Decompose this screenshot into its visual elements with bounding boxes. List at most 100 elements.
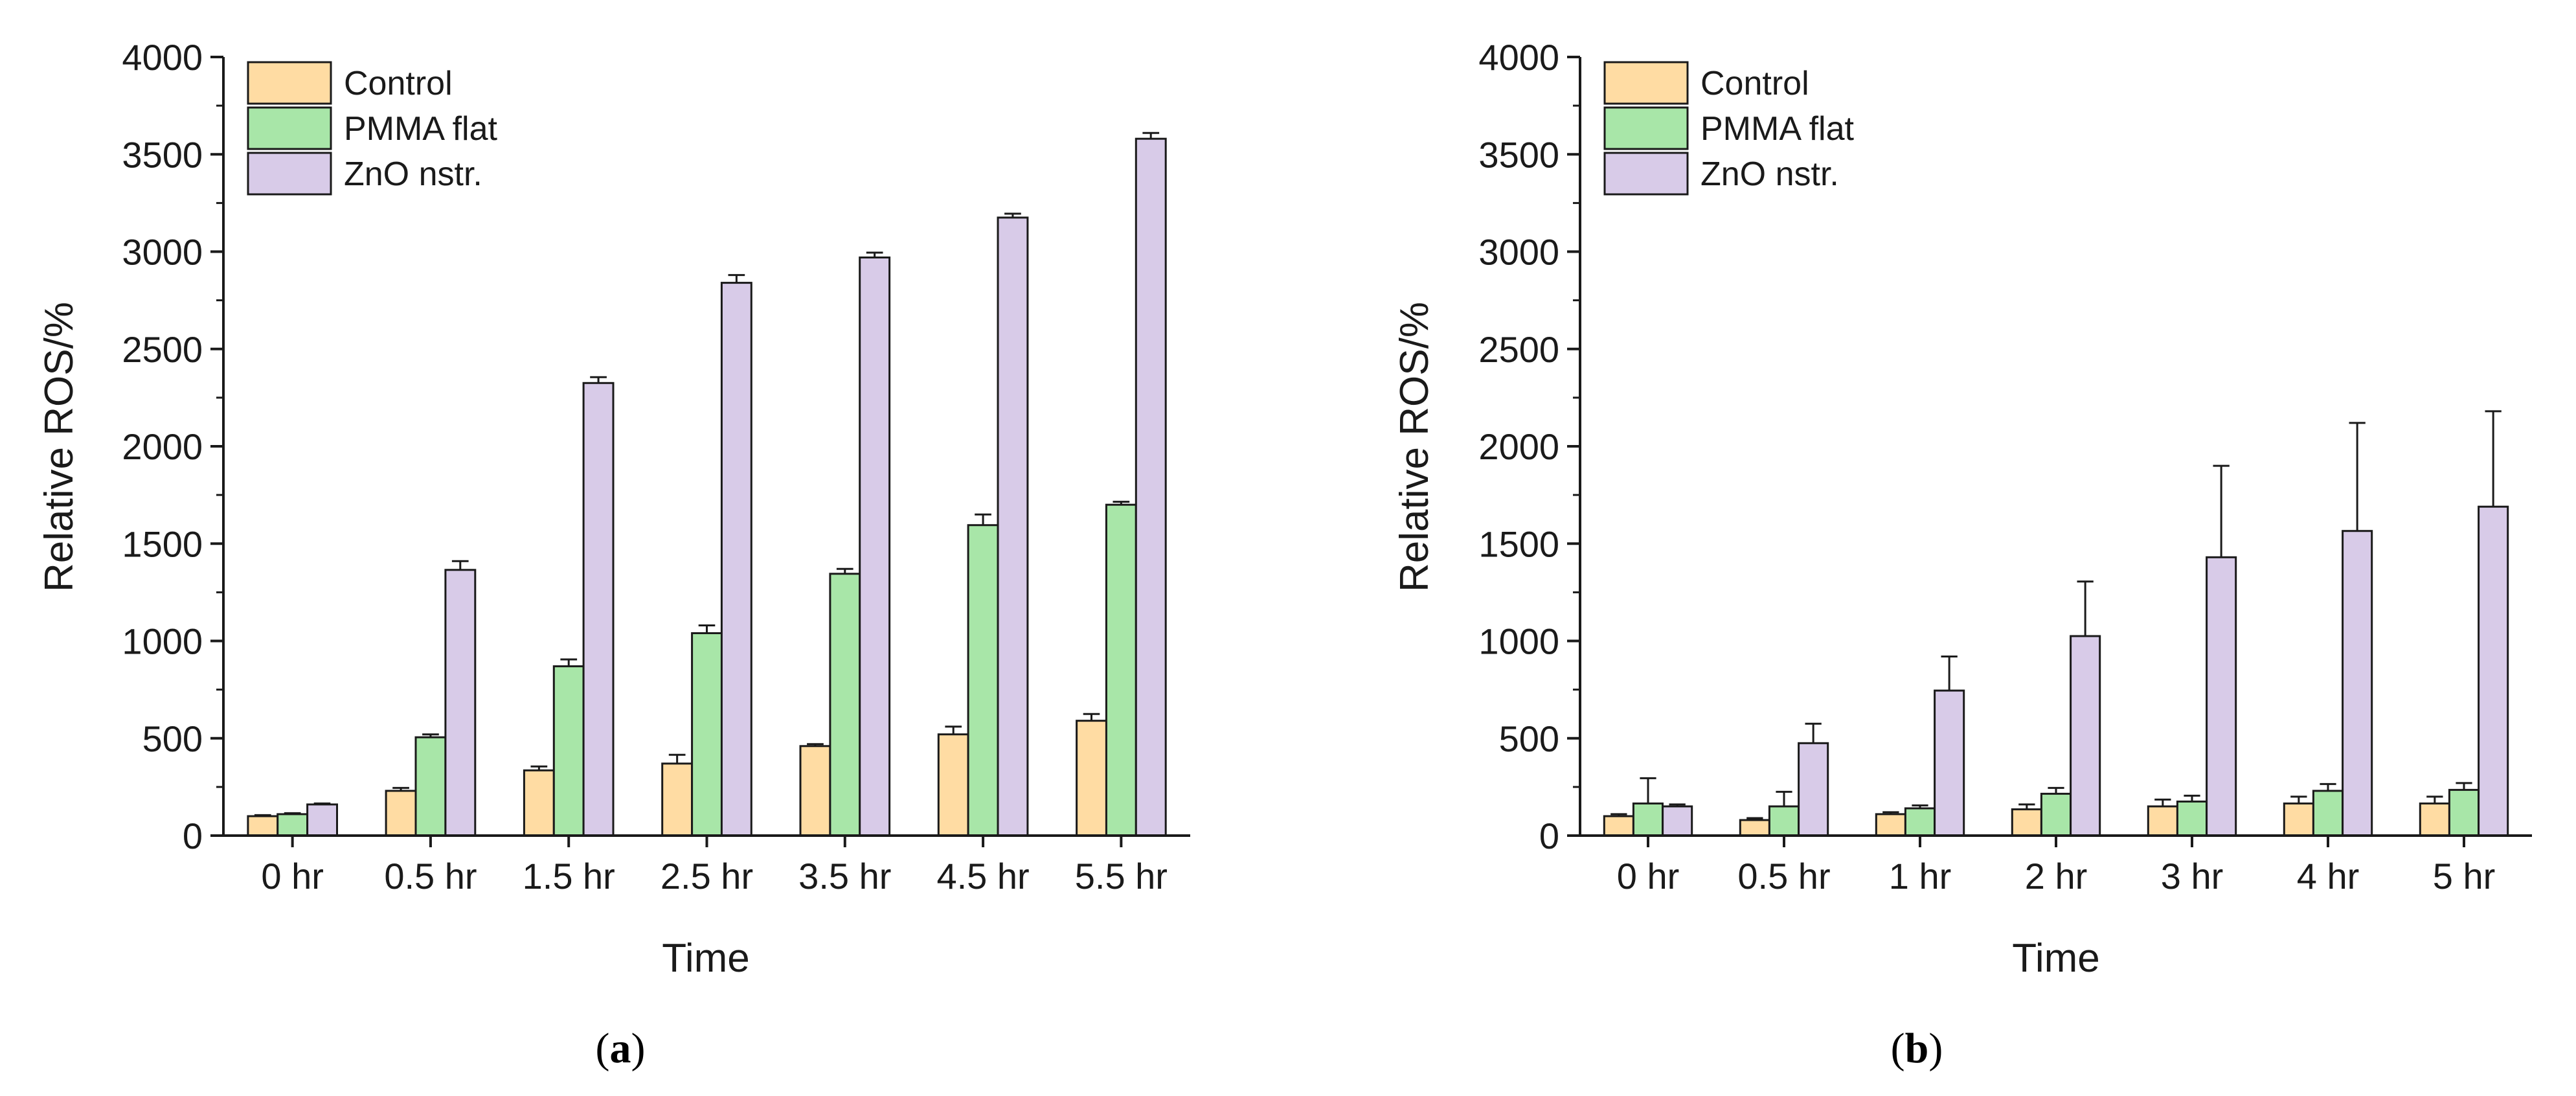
panel-b-y-tick-label-8: 4000 [1478,37,1559,78]
panel-b-bar-control-5 [2283,802,2314,837]
panel-a-bar-control-3 [661,762,694,837]
panel-a-y-tick-label-6: 3000 [122,232,203,273]
panel-a-xticks: 0 hr 0.5 hr 1.5 hr 2.5 hr 3.5 hr 4.5 hr 5.5 hr [261,836,1168,896]
panel-a-bar-control-4 [799,745,831,837]
panel-a-bar-control-1 [385,790,417,837]
panel-b-bar-control-0 [1603,815,1634,837]
panel-a-bar-zno-5 [997,216,1029,837]
panel-b-bar-pmma-1 [1768,805,1800,837]
panel-b-legend-swatch-pmma [1603,106,1689,150]
panel-a-legend: Control PMMA flat ZnO nstr. [247,61,497,196]
panel-b-legend-swatch-zno [1603,152,1689,196]
panel-b-bar-control-6 [2419,802,2450,837]
panel-b-legend-swatch-control [1603,61,1689,105]
panel-a-bar-zno-2 [582,382,615,837]
panel-b-errorbars [1610,410,2502,820]
panel-b-x-tick-label-2: 1 hr [1889,856,1952,896]
panel-a-bar-pmma-4 [829,573,861,837]
panel-b-y-tick-label-0: 0 [1539,816,1559,856]
panel-a-y-tick-label-2: 1000 [122,621,203,662]
panel-a-y-axis-title: Relative ROS/% [37,302,82,592]
panel-b-bar-pmma-0 [1632,802,1664,837]
panel-a-label: (a) [596,1025,646,1072]
panel-b-bars [1603,505,2509,837]
panel-b-legend: Control PMMA flat ZnO nstr. [1603,61,1854,196]
panel-b-x-tick-label-4: 3 hr [2161,856,2224,896]
chart-panel-b: 0 500 1000 1500 2000 2500 3000 3500 4000 0 hr 0.5… [1392,37,2532,1072]
panel-b-bar-pmma-5 [2312,790,2344,837]
panel-b-bar-zno-5 [2342,530,2373,837]
panel-a-legend-swatch-zno [247,152,332,196]
panel-b-bar-control-3 [2011,808,2042,837]
panel-b-legend-label-zno: ZnO nstr. [1700,155,1839,193]
panel-a-yticks: 0 500 1000 1500 2000 2500 3000 3500 4000 [122,37,223,856]
panel-b-y-tick-label-3: 1500 [1478,523,1559,564]
panel-b-bar-zno-6 [2478,505,2509,837]
panel-b-legend-label-pmma: PMMA flat [1700,110,1854,148]
panel-a-y-tick-label-8: 4000 [122,37,203,78]
panel-a-y-tick-label-7: 3500 [122,134,203,175]
panel-b-x-tick-label-3: 2 hr [2025,856,2088,896]
panel-a-bar-zno-3 [720,282,752,837]
panel-a-bar-pmma-6 [1105,503,1137,837]
panel-a-bar-pmma-2 [552,665,585,837]
panel-a-bars [247,137,1167,837]
panel-b-label: (b) [1891,1025,1943,1072]
panel-a-legend-label-pmma: PMMA flat [344,110,497,148]
panel-b-yticks: 0 500 1000 1500 2000 2500 3000 3500 4000 [1478,37,1580,856]
panel-b-x-tick-label-0: 0 hr [1617,856,1680,896]
panel-b-y-tick-label-5: 2500 [1478,329,1559,370]
panel-a-y-tick-label-0: 0 [183,816,203,856]
panel-b-y-tick-label-4: 2000 [1478,426,1559,467]
panel-a-legend-swatch-pmma [247,106,332,150]
panel-a-bar-control-5 [937,733,969,837]
panel-a-errorbars [254,131,1160,816]
panel-b-bar-zno-0 [1662,805,1693,837]
panel-a-bar-pmma-3 [691,632,723,837]
panel-b-bar-zno-4 [2206,556,2237,837]
panel-a-bar-control-0 [247,815,279,837]
panel-a-bar-zno-4 [859,257,891,837]
panel-b-y-tick-label-6: 3000 [1478,232,1559,273]
panel-a-x-axis-title: Time [662,936,749,981]
panel-a-bar-pmma-5 [967,524,999,837]
panel-a-x-tick-label-4: 3.5 hr [798,856,891,896]
panel-a-bar-pmma-0 [277,813,309,837]
panel-b-bar-zno-3 [2070,635,2101,837]
panel-b-y-axis-title: Relative ROS/% [1392,302,1437,592]
chart-panel-a: 0 500 1000 1500 2000 2500 3000 3500 4000 0 hr 0.5… [37,37,1190,1072]
panel-b-bar-zno-1 [1798,742,1829,837]
panel-a-bar-pmma-1 [414,736,447,837]
panel-a-x-tick-label-0: 0 hr [261,856,324,896]
panel-a-bar-zno-1 [444,569,477,837]
panel-b-y-tick-label-1: 500 [1499,718,1559,759]
panel-a-bar-zno-0 [306,803,339,837]
panel-a-x-tick-label-6: 5.5 hr [1075,856,1168,896]
panel-a-y-tick-label-5: 2500 [122,329,203,370]
panel-b-bar-control-1 [1739,819,1770,837]
panel-b-bar-control-2 [1875,813,1906,837]
panel-a-legend-label-control: Control [344,65,453,102]
panel-a-x-tick-label-2: 1.5 hr [523,856,615,896]
panel-a-y-tick-label-3: 1500 [122,523,203,564]
panel-a-y-tick-label-1: 500 [142,718,203,759]
panel-b-y-tick-label-7: 3500 [1478,134,1559,175]
panel-a-x-tick-label-3: 2.5 hr [661,856,753,896]
panel-a-legend-swatch-control [247,61,332,105]
panel-b-legend-label-control: Control [1700,65,1809,102]
panel-b-y-tick-label-2: 1000 [1478,621,1559,662]
panel-a-y-tick-label-4: 2000 [122,426,203,467]
panel-a-legend-label-zno: ZnO nstr. [344,155,482,193]
panel-a-bar-control-2 [523,769,555,837]
panel-b-x-tick-label-5: 4 hr [2297,856,2360,896]
panel-a-x-tick-label-1: 0.5 hr [384,856,477,896]
panel-a-bar-control-6 [1076,720,1107,837]
panel-b-bar-pmma-2 [1904,807,1936,837]
panel-a-bar-zno-6 [1135,137,1167,837]
panel-b-x-axis-title: Time [2012,936,2099,981]
panel-b-bar-pmma-6 [2448,788,2480,837]
panel-b-bar-zno-2 [1934,689,1965,837]
panel-b-x-tick-label-6: 5 hr [2433,856,2496,896]
panel-b-bar-pmma-3 [2040,792,2072,837]
